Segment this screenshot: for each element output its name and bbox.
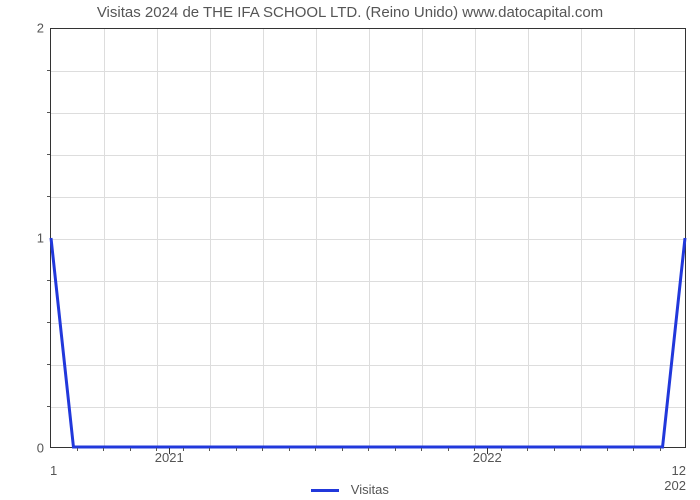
x-axis-label: 2022 (473, 450, 502, 465)
chart-container: Visitas 2024 de THE IFA SCHOOL LTD. (Rei… (0, 0, 700, 500)
x-end-label-top: 12 (664, 463, 686, 478)
y-axis-label: 2 (32, 21, 44, 36)
plot-area (50, 28, 686, 448)
y-axis-label: 1 (32, 231, 44, 246)
chart-title: Visitas 2024 de THE IFA SCHOOL LTD. (Rei… (0, 4, 700, 21)
x-axis-label: 2021 (155, 450, 184, 465)
legend-label: Visitas (351, 482, 389, 497)
x-start-label: 1 (50, 463, 57, 478)
legend: Visitas (0, 482, 700, 497)
data-line (51, 29, 685, 447)
legend-swatch (311, 489, 339, 492)
y-axis-label: 0 (32, 441, 44, 456)
